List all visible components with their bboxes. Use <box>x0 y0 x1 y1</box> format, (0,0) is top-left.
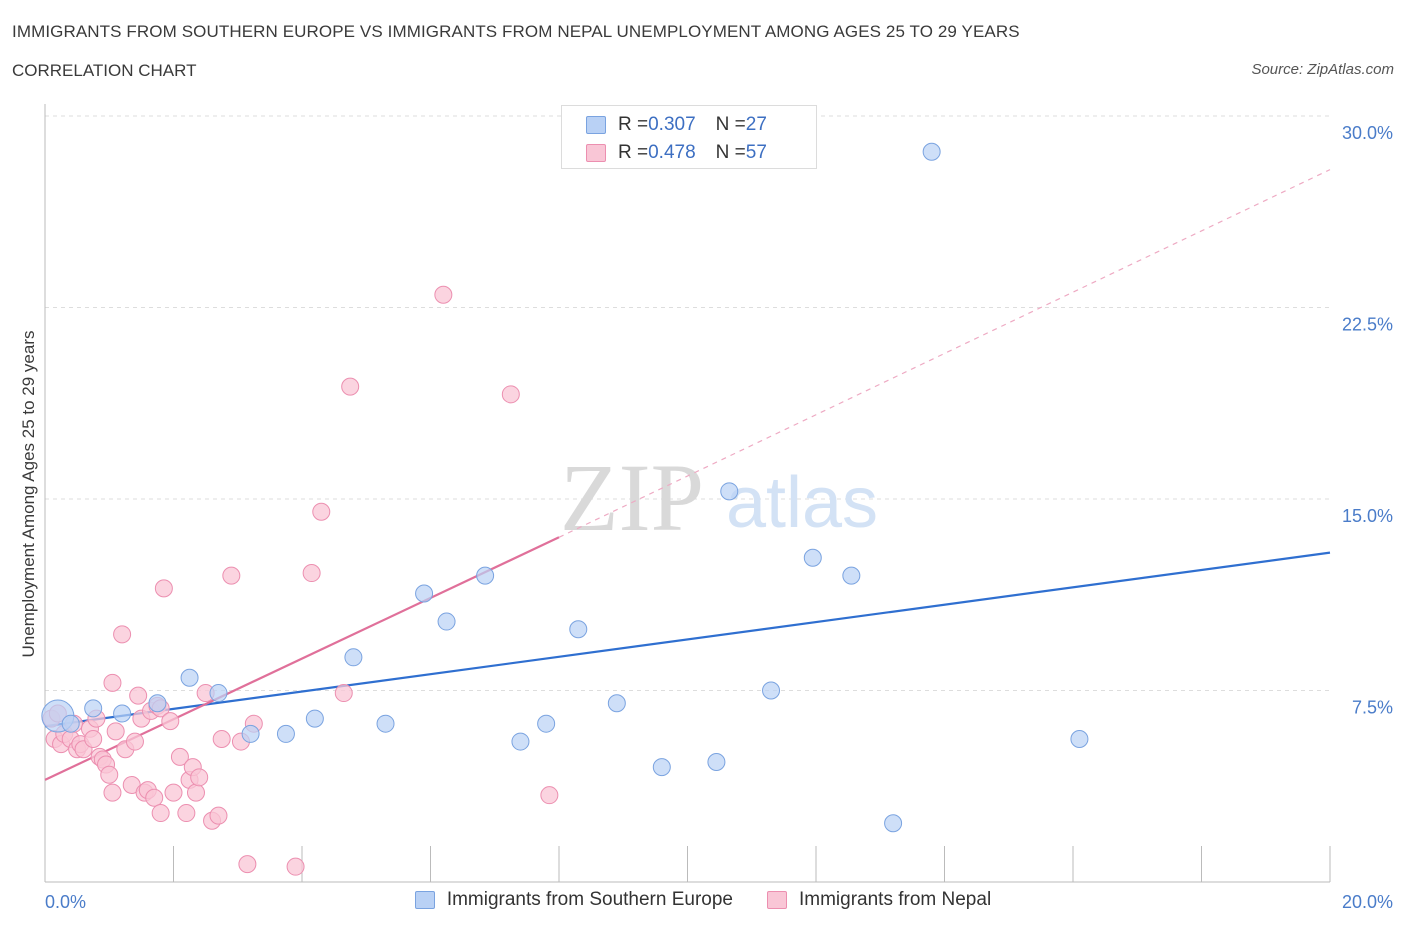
y-axis-label: Unemployment Among Ages 25 to 29 years <box>19 331 38 658</box>
watermark-zip: ZIP <box>560 444 704 551</box>
point-nepal <box>540 786 559 805</box>
point-southern-europe <box>148 694 167 713</box>
point-nepal <box>238 855 257 874</box>
legend: R = 0.307 N = 27 R = 0.478 N = 57 <box>561 105 817 169</box>
point-nepal <box>312 502 331 521</box>
trendline-southern-europe <box>44 551 1331 728</box>
legend-swatch-pink <box>586 144 606 162</box>
series-legend-southern-europe[interactable]: Immigrants from Southern Europe <box>414 889 733 911</box>
point-nepal <box>209 806 228 825</box>
point-southern-europe <box>344 648 363 667</box>
y-tick-label: 15.0% <box>1342 506 1393 526</box>
point-southern-europe <box>1070 730 1089 749</box>
point-southern-europe <box>511 732 530 751</box>
point-southern-europe <box>922 142 941 161</box>
point-southern-europe <box>569 620 588 639</box>
point-southern-europe <box>84 699 103 718</box>
point-nepal <box>164 783 183 802</box>
point-southern-europe <box>180 668 199 687</box>
y-tick-label: 7.5% <box>1352 698 1393 718</box>
point-nepal <box>334 684 353 703</box>
legend-r-label: R = <box>618 142 649 163</box>
series-legend-nepal[interactable]: Immigrants from Nepal <box>767 889 991 911</box>
series-legend-label: Immigrants from Nepal <box>799 889 992 910</box>
point-nepal <box>84 730 103 749</box>
point-nepal <box>190 768 209 787</box>
point-southern-europe <box>437 612 456 631</box>
point-nepal <box>103 783 122 802</box>
x-tick-label: 0.0% <box>45 892 86 912</box>
point-nepal <box>129 686 148 705</box>
point-southern-europe <box>376 714 395 733</box>
point-nepal <box>154 579 173 598</box>
source-label: Source: ZipAtlas.com <box>1251 61 1394 78</box>
point-nepal <box>103 673 122 692</box>
point-nepal <box>186 783 205 802</box>
point-nepal <box>177 804 196 823</box>
legend-n-label: N = <box>715 142 746 163</box>
point-nepal <box>106 722 125 741</box>
point-nepal <box>501 385 520 404</box>
watermark-atlas: atlas <box>726 463 878 543</box>
point-southern-europe <box>537 714 556 733</box>
legend-n-label: N = <box>715 114 746 135</box>
x-tick-label: 20.0% <box>1342 892 1393 912</box>
legend-row-southern-europe: R = 0.307 N = 27 <box>586 112 767 138</box>
point-nepal <box>100 765 119 784</box>
point-southern-europe <box>607 694 626 713</box>
point-southern-europe <box>762 681 781 700</box>
trendline-nepal-extension <box>558 169 1331 538</box>
point-nepal <box>222 566 241 585</box>
legend-r-label: R = <box>618 114 649 135</box>
point-nepal <box>286 857 305 876</box>
point-nepal <box>125 732 144 751</box>
point-nepal <box>151 804 170 823</box>
point-nepal <box>302 564 321 583</box>
legend-swatch-blue <box>586 116 606 134</box>
point-nepal <box>161 712 180 731</box>
point-southern-europe <box>720 482 739 501</box>
point-southern-europe <box>707 752 726 771</box>
y-tick-label: 22.5% <box>1342 315 1393 335</box>
axes <box>44 104 1331 883</box>
point-southern-europe <box>276 724 295 743</box>
legend-n-value: 57 <box>745 142 767 163</box>
point-southern-europe <box>305 709 324 728</box>
point-nepal <box>170 747 189 766</box>
point-nepal <box>145 788 164 807</box>
point-nepal <box>113 625 132 644</box>
legend-n-value: 27 <box>745 114 767 135</box>
point-southern-europe <box>476 566 495 585</box>
point-southern-europe <box>652 758 671 777</box>
point-southern-europe <box>241 724 260 743</box>
series-swatch-pink <box>767 891 787 909</box>
point-southern-europe <box>209 684 228 703</box>
watermark: ZIP atlas <box>560 444 878 551</box>
legend-row-nepal: R = 0.478 N = 57 <box>586 140 767 166</box>
legend-r-value: 0.478 <box>648 142 696 163</box>
point-southern-europe <box>61 714 80 733</box>
point-southern-europe <box>415 584 434 603</box>
point-nepal <box>434 285 453 304</box>
gridlines <box>45 115 1330 691</box>
point-southern-europe <box>884 814 903 833</box>
legend-r-value: 0.307 <box>648 114 696 135</box>
y-tick-label: 30.0% <box>1342 123 1393 143</box>
point-southern-europe <box>113 704 132 723</box>
point-nepal <box>341 377 360 396</box>
point-nepal <box>212 730 231 749</box>
tick-labels: 7.5% 15.0% 22.5% 30.0% 0.0% 20.0% <box>45 123 1393 912</box>
series-legend: Immigrants from Southern Europe Immigran… <box>0 889 1406 911</box>
point-southern-europe <box>803 548 822 567</box>
point-southern-europe <box>842 566 861 585</box>
series-legend-label: Immigrants from Southern Europe <box>446 889 733 910</box>
data-points <box>41 142 1089 876</box>
chart-title: IMMIGRANTS FROM SOUTHERN EUROPE VS IMMIG… <box>12 22 1020 41</box>
series-swatch-blue <box>414 891 435 909</box>
chart-subtitle: CORRELATION CHART <box>12 61 197 80</box>
